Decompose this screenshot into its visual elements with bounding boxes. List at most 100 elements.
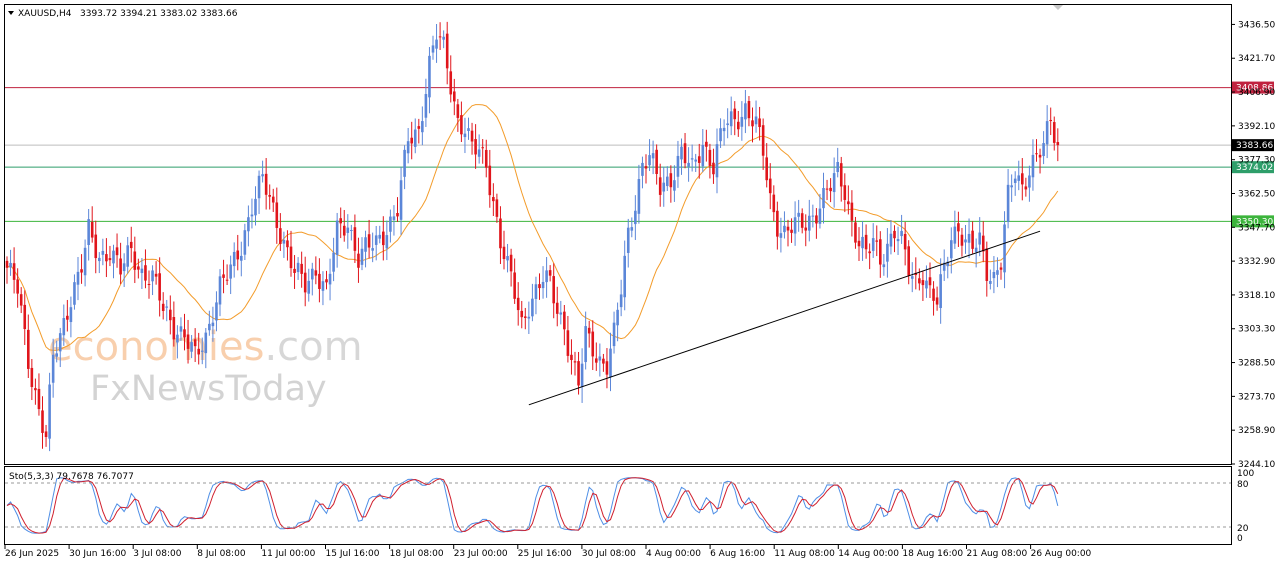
candle bbox=[712, 148, 715, 184]
bull-candle-body bbox=[1017, 175, 1021, 181]
candle bbox=[389, 209, 392, 243]
bear-candle-body bbox=[555, 302, 559, 314]
candle bbox=[442, 30, 445, 49]
candle bbox=[850, 190, 854, 237]
candle bbox=[62, 304, 66, 346]
bear-candle-body bbox=[875, 240, 879, 242]
candle bbox=[254, 186, 257, 226]
candle bbox=[350, 224, 353, 241]
bull-candle-body bbox=[126, 245, 129, 267]
candle bbox=[559, 300, 563, 325]
stochastic-pane bbox=[4, 466, 1232, 545]
bear-candle-body bbox=[761, 125, 765, 156]
candle bbox=[1021, 158, 1024, 201]
bull-candle-body bbox=[630, 227, 634, 231]
candle bbox=[861, 221, 864, 261]
candle bbox=[591, 320, 595, 371]
bull-candle-body bbox=[818, 208, 822, 224]
price-tick-label: 3332.90 bbox=[1238, 257, 1275, 267]
stochastic-lines bbox=[6, 477, 1059, 534]
candle bbox=[215, 291, 218, 332]
candle bbox=[98, 252, 101, 274]
bull-candle-body bbox=[822, 187, 825, 209]
bull-candle-body bbox=[939, 274, 942, 308]
candle bbox=[229, 255, 232, 295]
bull-candle-body bbox=[740, 116, 744, 127]
time-tick-label: 6 Aug 16:00 bbox=[710, 549, 765, 559]
chart-menu-triangle-icon[interactable] bbox=[1053, 5, 1063, 10]
candle bbox=[946, 256, 950, 279]
candle bbox=[804, 214, 808, 247]
bear-candle-body bbox=[548, 270, 552, 276]
stoch-tick-80: 80 bbox=[1237, 480, 1249, 490]
stoch-tick-100: 100 bbox=[1237, 469, 1254, 479]
candle bbox=[477, 134, 481, 164]
price-tick-label: 3377.30 bbox=[1238, 156, 1275, 166]
candle bbox=[506, 243, 509, 273]
bull-candle-body bbox=[623, 255, 626, 298]
candle bbox=[705, 129, 708, 162]
candle bbox=[655, 144, 658, 185]
bull-candle-body bbox=[328, 273, 332, 285]
bull-candle-body bbox=[204, 332, 208, 354]
time-tick-label: 15 Jul 16:00 bbox=[326, 549, 380, 559]
bull-candle-body bbox=[392, 216, 396, 220]
candle bbox=[335, 212, 339, 268]
bull-candle-body bbox=[580, 363, 584, 387]
bull-candle-body bbox=[1042, 143, 1045, 157]
bear-candle-body bbox=[44, 431, 48, 438]
bull-candle-body bbox=[925, 280, 928, 289]
time-tick-label: 21 Aug 08:00 bbox=[967, 549, 1028, 559]
bear-candle-body bbox=[41, 410, 44, 433]
candle bbox=[619, 279, 623, 317]
candle bbox=[176, 325, 179, 359]
bull-candle-body bbox=[371, 248, 374, 251]
candle bbox=[403, 145, 406, 190]
collapse-triangle-icon[interactable] bbox=[8, 11, 14, 15]
bear-candle-body bbox=[857, 240, 861, 247]
bear-candle-body bbox=[999, 267, 1003, 270]
bull-candle-body bbox=[232, 251, 236, 267]
bull-candle-body bbox=[666, 176, 669, 187]
bull-candle-body bbox=[534, 284, 538, 299]
bear-candle-body bbox=[914, 272, 918, 276]
candle bbox=[435, 24, 438, 63]
candle bbox=[570, 339, 573, 375]
candle bbox=[612, 311, 616, 354]
stochastic-main-line bbox=[6, 477, 1059, 534]
candle bbox=[953, 210, 957, 249]
bull-candle-body bbox=[48, 384, 51, 439]
bear-candle-body bbox=[438, 36, 442, 38]
bull-candle-body bbox=[619, 294, 623, 308]
candle bbox=[985, 241, 989, 297]
candle bbox=[800, 208, 804, 234]
candle bbox=[967, 218, 971, 259]
bear-candle-body bbox=[708, 149, 712, 166]
bear-candle-body bbox=[563, 311, 566, 330]
bear-candle-body bbox=[275, 202, 279, 228]
candle bbox=[754, 100, 758, 133]
bull-candle-body bbox=[964, 239, 967, 243]
candle bbox=[151, 265, 154, 296]
candle bbox=[960, 227, 964, 257]
bear-candle-body bbox=[804, 227, 808, 231]
bull-candle-body bbox=[399, 180, 403, 220]
bull-candle-body bbox=[910, 276, 914, 279]
bull-candle-body bbox=[261, 174, 264, 177]
candle bbox=[80, 254, 83, 284]
bear-candle-body bbox=[733, 108, 737, 120]
resistance-price-label: 3408.86 bbox=[1236, 84, 1273, 94]
candle bbox=[158, 257, 161, 317]
bear-candle-body bbox=[286, 240, 289, 248]
candle bbox=[818, 193, 822, 229]
candle bbox=[417, 118, 421, 144]
candle bbox=[527, 301, 531, 334]
bull-candle-body bbox=[51, 354, 55, 383]
bull-candle-body bbox=[701, 145, 705, 167]
price-tick-label: 3273.70 bbox=[1238, 392, 1275, 402]
candle bbox=[893, 225, 896, 253]
bear-candle-body bbox=[449, 71, 453, 95]
bull-candle-body bbox=[967, 233, 971, 243]
bull-candle-body bbox=[779, 233, 783, 238]
candle bbox=[300, 251, 303, 288]
